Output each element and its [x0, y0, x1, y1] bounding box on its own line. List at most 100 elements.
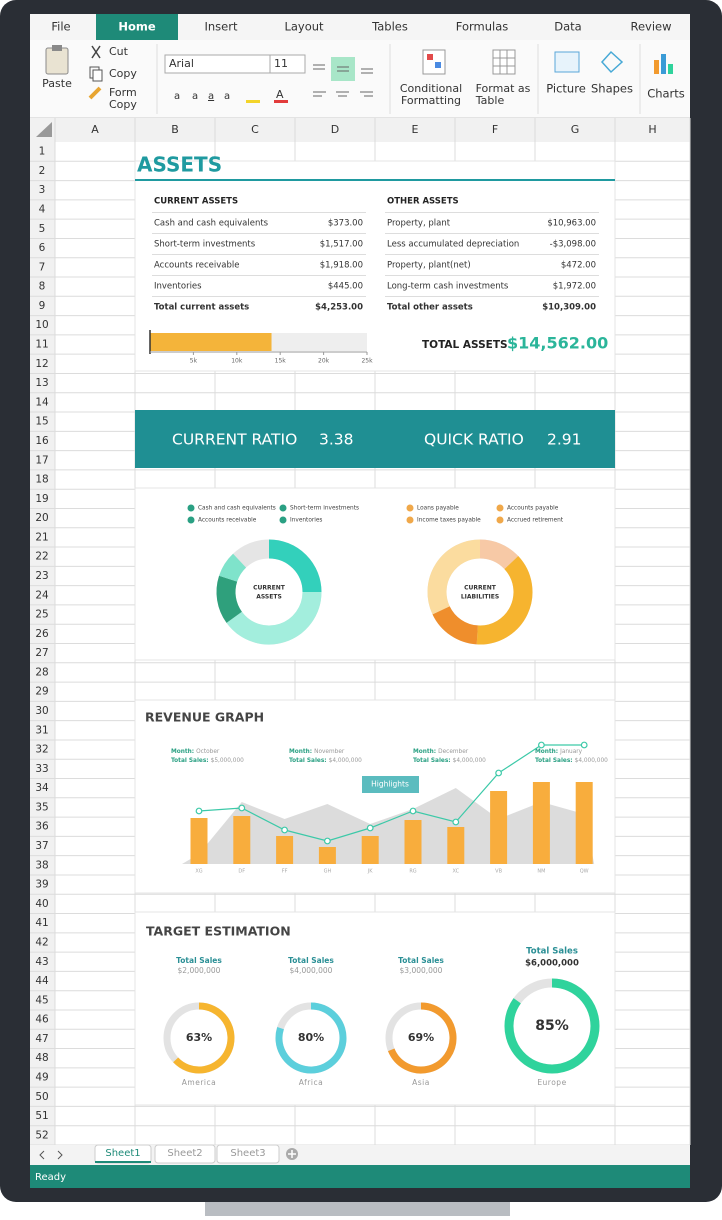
note-key: Total Sales: [535, 758, 573, 764]
row-header: 5 [39, 223, 46, 235]
ring-label: 69% [408, 1031, 434, 1044]
select-all [36, 122, 52, 137]
revenue-line [198, 744, 585, 842]
row-header: 26 [35, 628, 49, 640]
x-tick-label: QW [580, 869, 589, 875]
total-assets-value: $14,562.00 [507, 334, 608, 353]
table-heading: OTHER ASSETS [387, 197, 459, 207]
row-header: 30 [35, 705, 48, 717]
row-header: 20 [35, 512, 48, 524]
row-header: 24 [35, 589, 49, 601]
donut-segment [216, 575, 243, 623]
column-header: D [331, 123, 339, 136]
row-header: 11 [35, 339, 48, 351]
row-header: 38 [35, 859, 48, 871]
sheet-tab[interactable] [154, 1144, 216, 1164]
row-header: 22 [35, 551, 48, 563]
x-tick-label: JK [367, 869, 373, 875]
ring-progress [387, 1002, 457, 1074]
charts-button: Charts [647, 87, 685, 101]
tick-label: 25k [361, 358, 373, 365]
revenue-point [195, 807, 203, 815]
donut-center: ASSETS [256, 594, 282, 601]
note-key: Total Sales: [289, 758, 327, 764]
status-text: Ready [35, 1172, 66, 1183]
legend-label: Accrued retirement [507, 518, 564, 524]
sheet-nav[interactable] [39, 1150, 63, 1160]
revenue-point [409, 807, 417, 815]
revenue-point [495, 769, 503, 777]
legend-dot [406, 516, 414, 524]
row-header: 40 [35, 898, 48, 910]
shapes-button: Shapes [591, 82, 633, 96]
row-header: 16 [35, 435, 49, 447]
legend-label: Cash and cash equivalents [198, 506, 276, 512]
sales-value: $6,000,000 [525, 959, 579, 969]
row-header: 34 [35, 782, 49, 794]
row-header: 23 [35, 570, 48, 582]
picture-button: Picture [546, 82, 586, 96]
sheet-tab-label: Sheet2 [167, 1148, 202, 1159]
table-value: $1,972.00 [553, 282, 596, 292]
table-value: $1,517.00 [320, 240, 363, 250]
revenue-bar [404, 820, 422, 864]
note-key: Month: [289, 749, 312, 755]
row-header: 44 [35, 975, 49, 987]
assets-title: ASSETS [137, 153, 222, 177]
ribbon-separators [156, 44, 641, 114]
donut-segment [432, 605, 479, 645]
donut-center: CURRENT [253, 585, 286, 592]
conditional-formatting: Formatting [401, 94, 461, 107]
row-header: 46 [35, 1014, 49, 1026]
format-as-table: Format as [476, 82, 531, 95]
revenue-bar [447, 827, 465, 864]
column-header: H [648, 123, 656, 136]
revenue-point [324, 837, 331, 845]
ring-progress [275, 1002, 347, 1074]
donut-center: LIABILITIES [461, 594, 499, 601]
svg-text:a: a [224, 91, 230, 102]
row-header: 29 [35, 686, 48, 698]
row-header: 49 [35, 1071, 48, 1083]
ring-progress [504, 978, 600, 1074]
sales-value: $4,000,000 [290, 966, 333, 975]
note-month: Month: November [289, 749, 345, 755]
table-value: $4,253.00 [315, 303, 363, 313]
table-value: $472.00 [561, 261, 596, 271]
row-header: 36 [35, 821, 49, 833]
revenue-bar [190, 818, 208, 864]
row-header: 17 [35, 454, 48, 466]
progress-bar [150, 333, 272, 351]
sales-label: Total Sales [176, 956, 222, 965]
tick-label: 20k [318, 358, 330, 365]
x-tick-label: XG [195, 869, 202, 875]
svg-text:a: a [208, 91, 214, 102]
ribbon-tab: Data [554, 20, 581, 34]
ribbon-tab: Home [118, 20, 156, 34]
format-copy-label: Form [109, 86, 137, 99]
region-label: America [182, 1078, 216, 1087]
revenue-point [538, 741, 545, 749]
ring-label: 85% [535, 1018, 569, 1034]
ring-progress [173, 1002, 235, 1074]
svg-text:a: a [192, 91, 198, 102]
note-value: $5,000,000 [211, 758, 245, 764]
revenue-title: REVENUE GRAPH [145, 710, 264, 725]
sheet-tab[interactable] [216, 1144, 280, 1164]
total-assets-label: TOTAL ASSETS [422, 339, 508, 351]
svg-text:A: A [276, 88, 284, 101]
revenue-bar [318, 847, 336, 864]
target-title: TARGET ESTIMATION [146, 924, 291, 939]
x-tick-label: XC [453, 869, 460, 875]
note-key: Month: [413, 749, 436, 755]
sales-label: Total Sales [288, 956, 334, 965]
table-label: Short-term investments [154, 240, 256, 250]
ribbon-tab: Insert [205, 20, 238, 34]
revenue-point [580, 741, 588, 749]
ring-label: 63% [186, 1031, 212, 1044]
row-header: 37 [35, 840, 48, 852]
x-tick-label: FF [282, 869, 288, 875]
row-header: 48 [35, 1052, 48, 1064]
legend-label: Income taxes payable [417, 518, 481, 524]
